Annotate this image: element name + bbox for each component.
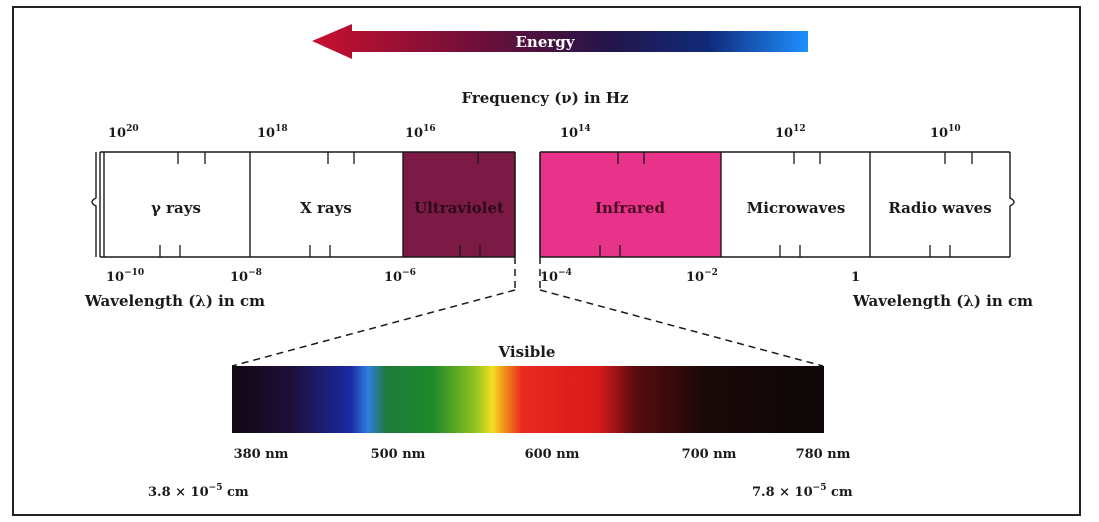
- wavelength-label-right: Wavelength (λ) in cm: [852, 292, 1033, 310]
- left-break-mark: [91, 152, 97, 257]
- frequency-tick: 1020: [108, 124, 139, 141]
- wavelength-tick: 10−10: [106, 268, 144, 285]
- visible-right-cm: 7.8 × 10−5 cm: [752, 483, 853, 500]
- top-ticks: [177, 152, 973, 164]
- wavelength-tick: 10−6: [384, 268, 416, 285]
- band-x-rays: X rays: [300, 199, 352, 217]
- band-ultraviolet: Ultraviolet: [414, 199, 504, 217]
- band-radio-waves: Radio waves: [888, 199, 991, 217]
- band-infrared: Infrared: [595, 199, 665, 217]
- spectrum-bar: γ rays X rays Ultraviolet Infrared Micro…: [91, 151, 1015, 258]
- wavelength-tick: 10−4: [540, 268, 572, 285]
- visible-tick: 380 nm: [234, 447, 289, 462]
- frequency-tick: 1010: [930, 124, 961, 141]
- band-gamma-rays: γ rays: [151, 199, 201, 217]
- bar-outline: [100, 151, 1010, 258]
- visible-left-cm: 3.8 × 10−5 cm: [148, 483, 249, 500]
- visible-tick: 700 nm: [682, 447, 737, 462]
- visible-tick: 600 nm: [525, 447, 580, 462]
- wavelength-ticks: 10−10 10−8 10−6 10−4 10−2 1: [106, 268, 860, 285]
- band-microwaves: Microwaves: [747, 199, 846, 217]
- frequency-tick: 1016: [405, 124, 436, 141]
- wavelength-tick: 1: [851, 270, 860, 285]
- wavelength-label-left: Wavelength (λ) in cm: [84, 292, 265, 310]
- ultraviolet-fill: [403, 152, 515, 257]
- energy-arrow-shape: [312, 24, 808, 59]
- visible-tick: 500 nm: [371, 447, 426, 462]
- visible-projection-lines: [231, 257, 824, 367]
- visible-spectrum-strip: [232, 366, 824, 433]
- infrared-fill: [540, 152, 721, 257]
- bottom-ticks: [159, 245, 951, 257]
- bar-gap-edges: [514, 152, 541, 257]
- frequency-ticks: 1020 1018 1016 1014 1012 1010: [108, 124, 961, 141]
- frequency-tick: 1018: [257, 124, 288, 141]
- frequency-tick: 1012: [775, 124, 806, 141]
- diagram-frame: [12, 6, 1081, 516]
- wavelength-tick: 10−2: [686, 268, 718, 285]
- visible-title: Visible: [498, 343, 556, 361]
- frequency-title: Frequency (ν) in Hz: [461, 89, 629, 107]
- wavelength-tick: 10−8: [230, 268, 262, 285]
- visible-nm-ticks: 380 nm 500 nm 600 nm 700 nm 780 nm: [234, 447, 851, 462]
- energy-label: Energy: [516, 33, 576, 51]
- right-break-mark: [1009, 152, 1015, 257]
- visible-tick: 780 nm: [796, 447, 851, 462]
- frequency-tick: 1014: [560, 124, 591, 141]
- energy-arrow: Energy: [312, 24, 808, 59]
